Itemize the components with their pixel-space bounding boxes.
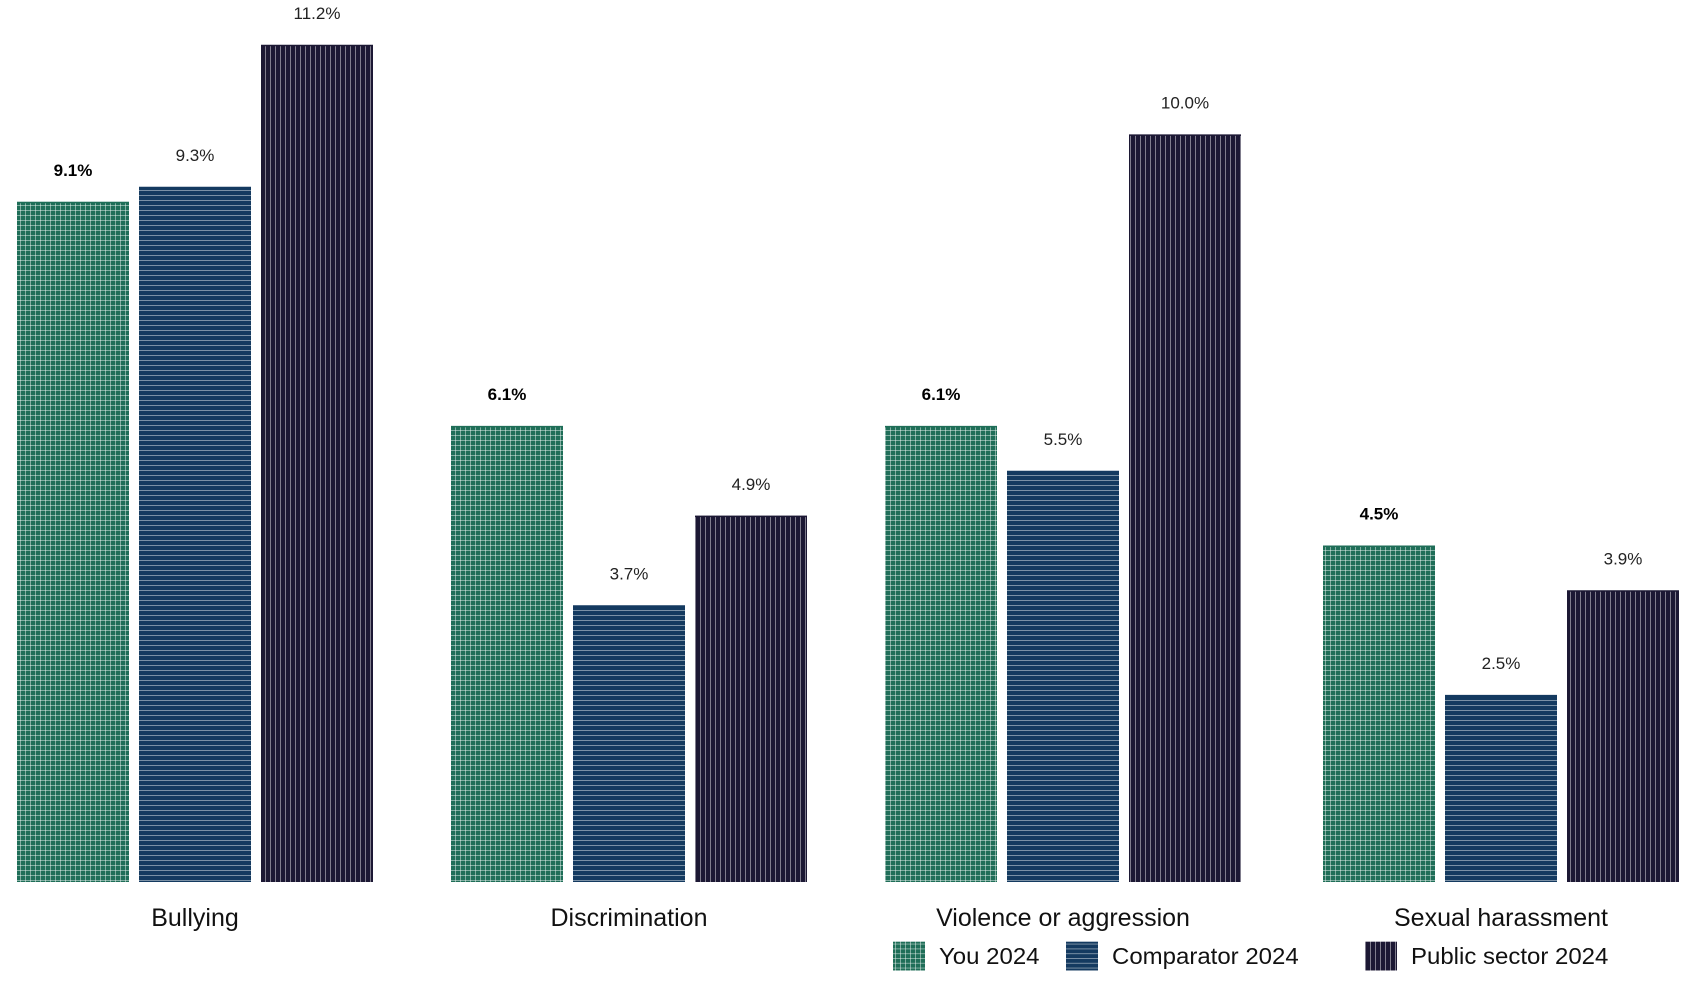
bar-discrimination-you-2024 (451, 426, 563, 882)
category-label-sexual-harassment: Sexual harassment (1394, 904, 1608, 932)
value-label-sexual-harassment-public-sector-2024: 3.9% (1604, 550, 1643, 569)
bar-discrimination-public-sector-2024 (695, 515, 807, 882)
value-label-bullying-comparator-2024: 9.3% (176, 146, 215, 165)
legend-swatch-public-sector-2024 (1365, 941, 1397, 971)
bar-bullying-you-2024 (17, 201, 129, 882)
category-label-bullying: Bullying (151, 904, 239, 932)
bar-sexual-harassment-comparator-2024 (1445, 695, 1557, 882)
category-label-violence-or-aggression: Violence or aggression (936, 904, 1190, 932)
legend-swatch-comparator-2024 (1066, 941, 1098, 971)
value-label-sexual-harassment-you-2024: 4.5% (1360, 505, 1399, 524)
bar-bullying-comparator-2024 (139, 186, 251, 882)
category-label-discrimination: Discrimination (551, 904, 708, 932)
legend: You 2024 Comparator 2024 Public sector 202… (893, 941, 1608, 971)
legend-label-comparator-2024: Comparator 2024 (1112, 943, 1299, 968)
value-label-violence-or-aggression-public-sector-2024: 10.0% (1161, 94, 1209, 113)
bar-violence-or-aggression-comparator-2024 (1007, 470, 1119, 882)
value-label-violence-or-aggression-comparator-2024: 5.5% (1044, 430, 1083, 449)
legend-label-you-2024: You 2024 (939, 943, 1040, 968)
value-label-sexual-harassment-comparator-2024: 2.5% (1482, 654, 1521, 673)
category-labels-layer: Bullying Discrimination Violence or aggres… (151, 904, 1608, 932)
value-label-discrimination-public-sector-2024: 4.9% (732, 475, 771, 494)
legend-label-public-sector-2024: Public sector 2024 (1411, 943, 1608, 968)
bar-sexual-harassment-you-2024 (1323, 545, 1435, 882)
bar-discrimination-comparator-2024 (573, 605, 685, 882)
value-label-discrimination-comparator-2024: 3.7% (610, 564, 649, 583)
value-label-bullying-you-2024: 9.1% (54, 161, 93, 180)
legend-swatch-you-2024 (893, 941, 925, 971)
bar-violence-or-aggression-you-2024 (885, 426, 997, 882)
value-label-violence-or-aggression-you-2024: 6.1% (922, 385, 961, 404)
bar-bullying-public-sector-2024 (261, 45, 373, 882)
value-label-bullying-public-sector-2024: 11.2% (294, 4, 341, 23)
bar-violence-or-aggression-public-sector-2024 (1129, 134, 1241, 882)
value-labels-layer: 9.1% 9.3% 11.2% 6.1% 3.7% 4.9% 6.1% 5.5% 10.0% 4.… (54, 4, 1643, 673)
value-label-discrimination-you-2024: 6.1% (488, 385, 527, 404)
bars-layer (17, 44, 1679, 882)
bar-sexual-harassment-public-sector-2024 (1567, 590, 1679, 882)
